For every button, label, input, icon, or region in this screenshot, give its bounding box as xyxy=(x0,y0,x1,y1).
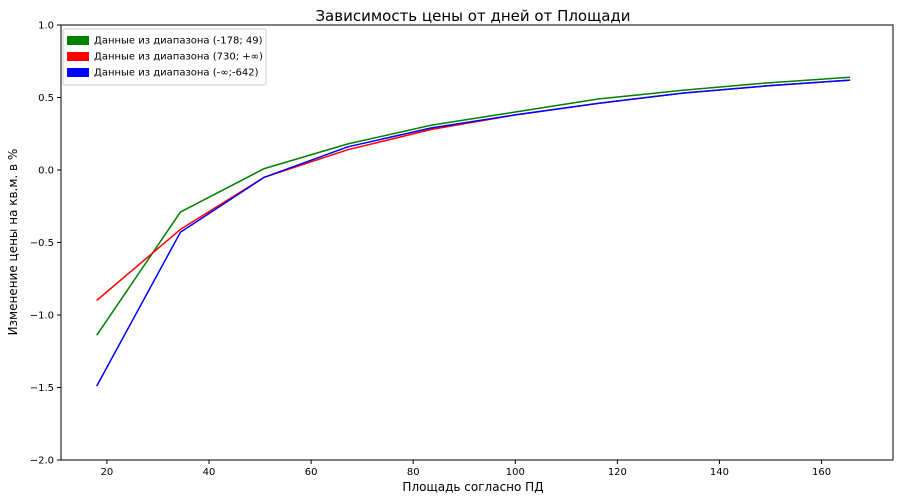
series-line-0 xyxy=(96,76,851,336)
axis-ticks: 20 40 60 80 100 120 140 160 −2.0 −1.5 −1.0 −0.5 0.0 0… xyxy=(30,21,831,479)
series-group xyxy=(96,76,851,387)
y-tick-label: 0.0 xyxy=(38,166,54,177)
y-tick-label: −0.5 xyxy=(30,238,54,249)
y-tick-label: −1.0 xyxy=(30,311,54,322)
x-tick-label: 100 xyxy=(506,467,525,478)
legend-swatch xyxy=(67,68,89,77)
chart-title: Зависимость цены от дней от Площади xyxy=(315,7,630,25)
y-axis-label: Изменение цены на кв.м. в % xyxy=(6,149,20,336)
x-tick-label: 140 xyxy=(710,467,729,478)
legend-label: Данные из диапазона (-∞;-642) xyxy=(94,68,259,79)
series-line-2 xyxy=(96,79,851,387)
x-tick-label: 160 xyxy=(812,467,831,478)
legend-swatch xyxy=(67,36,89,45)
x-tick-label: 120 xyxy=(608,467,627,478)
x-tick-label: 40 xyxy=(203,467,216,478)
legend: Данные из диапазона (-178; 49) Данные из … xyxy=(62,28,267,86)
y-tick-label: 0.5 xyxy=(38,93,54,104)
plot-frame xyxy=(60,24,894,461)
y-tick-label: −2.0 xyxy=(30,456,54,467)
legend-label: Данные из диапазона (-178; 49) xyxy=(94,36,263,47)
y-tick-label: 1.0 xyxy=(38,21,54,32)
legend-label: Данные из диапазона (730; +∞) xyxy=(94,52,263,63)
x-tick-label: 80 xyxy=(407,467,420,478)
y-tick-label: −1.5 xyxy=(30,383,54,394)
legend-box xyxy=(62,28,267,86)
x-tick-label: 20 xyxy=(101,467,114,478)
x-tick-label: 60 xyxy=(305,467,318,478)
legend-swatch xyxy=(67,52,89,61)
x-axis-label: Площадь согласно ПД xyxy=(402,480,543,494)
